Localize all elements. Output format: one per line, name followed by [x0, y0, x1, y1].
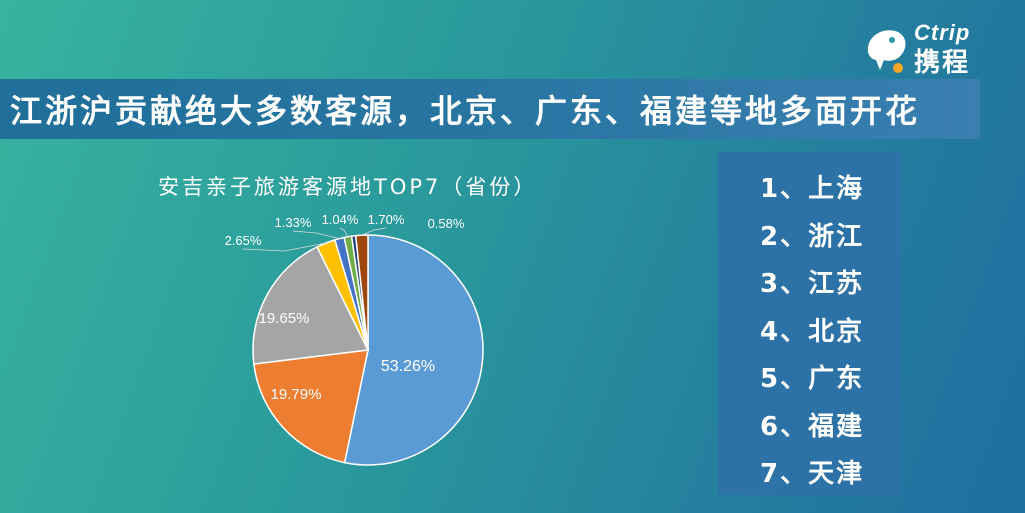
ranking-item-4: 4、北京	[760, 316, 865, 347]
ranking-item-5: 5、广东	[760, 364, 865, 394]
pie-leader-line-4	[242, 242, 326, 252]
pie-slice-2	[253, 349, 369, 464]
pie-label-7: 0.58%	[428, 216, 465, 231]
page-headline: 江浙沪贡献绝大多数客源，北京、广东、福建等地多面开花	[10, 92, 921, 130]
ctrip-logo: Ctrip 携程	[862, 18, 1002, 78]
pie-label-6: 1.04%	[322, 212, 359, 227]
pie-leader-line-5	[292, 230, 340, 239]
pie-chart: 53.26% 19.79% 19.65% 2.65% 1.33% 1.04% 0.58% 1.…	[225, 212, 484, 466]
ranking-item-1: 1、上海	[760, 174, 865, 204]
pie-label-5: 1.33%	[275, 215, 312, 230]
pie-label-4: 2.65%	[225, 233, 262, 248]
pie-leader-line-8	[361, 227, 387, 236]
logo-cn-text: 携程	[914, 48, 971, 78]
ranking-panel	[718, 152, 901, 495]
pie-slice-1	[343, 234, 484, 466]
ranking-item-2: 2、浙江	[760, 221, 865, 252]
pie-leader-line-6	[339, 227, 349, 237]
pie-label-3: 19.65%	[259, 310, 310, 327]
pie-label-1: 53.26%	[381, 358, 435, 375]
headline-bar	[0, 79, 980, 139]
dolphin-icon	[867, 30, 906, 73]
ranking-item-7: 7、天津	[760, 459, 865, 489]
ranking-item-3: 3、江苏	[760, 269, 865, 299]
pie-label-8: 1.70%	[368, 212, 405, 227]
pie-label-2: 19.79%	[271, 386, 322, 403]
ranking-item-6: 6、福建	[760, 411, 865, 442]
pie-slice-3	[252, 245, 370, 365]
chart-title: 安吉亲子旅游客源地TOP7（省份）	[158, 175, 538, 199]
logo-text: Ctrip	[914, 20, 971, 45]
